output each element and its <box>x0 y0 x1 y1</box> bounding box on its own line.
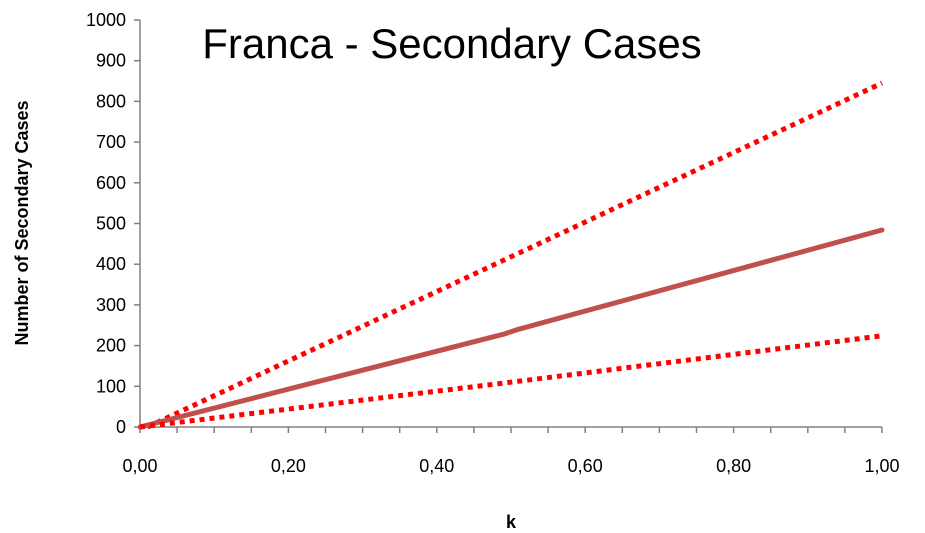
y-tick-label: 200 <box>96 336 126 356</box>
y-tick-label: 100 <box>96 376 126 396</box>
solid-series-line-1 <box>137 227 885 430</box>
y-tick-label: 1000 <box>86 10 126 30</box>
axes <box>139 20 882 428</box>
y-tick-label: 800 <box>96 91 126 111</box>
x-tick-label: 0,00 <box>122 456 157 476</box>
y-tick-label: 900 <box>96 51 126 71</box>
x-tick-label: 0,20 <box>271 456 306 476</box>
x-tick-label: 0,60 <box>568 456 603 476</box>
series-layer <box>137 80 885 430</box>
y-tick-label: 0 <box>116 417 126 437</box>
y-tick-label: 700 <box>96 132 126 152</box>
x-tick-label: 0,40 <box>419 456 454 476</box>
x-tick-label: 1,00 <box>864 456 899 476</box>
y-tick-label: 500 <box>96 214 126 234</box>
y-axis-title: Number of Secondary Cases <box>12 100 32 345</box>
x-tick-label: 0,80 <box>716 456 751 476</box>
y-tick-label: 300 <box>96 295 126 315</box>
dotted-series-line-0 <box>146 80 884 430</box>
dotted-series-line-2 <box>139 333 883 430</box>
chart-title: Franca - Secondary Cases <box>202 20 702 67</box>
x-axis-ticks: 0,00 0,20 0,40 0,60 0,80 1,00 <box>122 427 900 476</box>
x-axis-title: k <box>506 512 517 532</box>
y-tick-label: 600 <box>96 173 126 193</box>
y-tick-label: 400 <box>96 254 126 274</box>
y-axis-ticks: 0 100 200 300 400 500 600 700 800 900 1000 <box>86 10 140 437</box>
